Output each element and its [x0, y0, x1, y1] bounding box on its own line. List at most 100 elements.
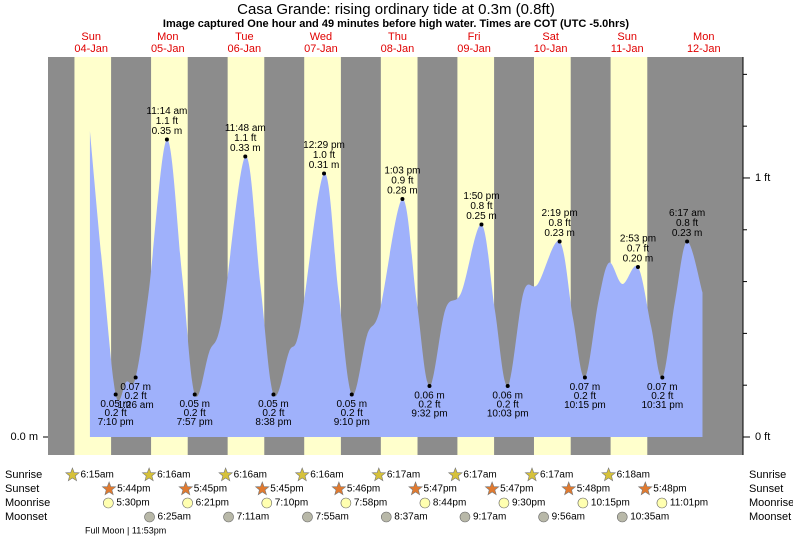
day-date: 04-Jan: [74, 43, 108, 55]
moonrise-icon: [340, 497, 352, 509]
moonset-time: 9:17am: [473, 512, 506, 523]
extreme-dot: [271, 392, 276, 397]
extreme-dot: [685, 239, 690, 244]
tide-area: [89, 130, 703, 438]
moonset-time: 7:55am: [315, 512, 348, 523]
moonrise-icon: [577, 497, 589, 509]
moonset-icon: [616, 511, 628, 523]
extreme-label: 6:17 am: [669, 208, 705, 219]
day-name: Fri: [468, 31, 481, 43]
day-name: Wed: [310, 31, 332, 43]
extreme-label: 0.8 ft: [470, 201, 492, 212]
extreme-label: 10:31 pm: [641, 400, 683, 411]
extreme-label: 7:10 pm: [98, 417, 134, 428]
sunrise-icon: [447, 467, 463, 482]
extreme-label: 0.20 m: [623, 254, 654, 265]
extreme-label: 1.1 ft: [234, 133, 256, 144]
day-name: Sun: [617, 31, 637, 43]
extreme-label: 0.8 ft: [548, 218, 570, 229]
moonrise-time: 6:21pm: [196, 498, 229, 509]
extreme-label: 0.7 ft: [627, 244, 649, 255]
sunrise-time: 6:17am: [387, 470, 420, 481]
row-label: Moonrise: [749, 497, 793, 509]
sunrise-time: 6:15am: [80, 470, 113, 481]
sunset-time: 5:47pm: [500, 484, 533, 495]
sunset-time: 5:47pm: [424, 484, 457, 495]
extreme-label: 0.2 ft: [651, 391, 673, 402]
extreme-label: 0.8 ft: [676, 218, 698, 229]
extreme-label: 2:19 pm: [542, 208, 578, 219]
sunrise-icon: [141, 467, 157, 482]
extreme-label: 0.2 ft: [125, 391, 147, 402]
sunrise-time: 6:17am: [463, 470, 496, 481]
sunset-icon: [331, 481, 347, 496]
moonset-icon: [144, 511, 155, 523]
day-date: 12-Jan: [687, 43, 721, 55]
extreme-label: 0.2 ft: [574, 391, 596, 402]
moonset-icon: [302, 511, 313, 523]
moonrise-icon: [656, 497, 668, 509]
extreme-label: 0.31 m: [309, 160, 340, 171]
day-name: Mon: [157, 31, 178, 43]
moonset-time: 6:25am: [158, 512, 191, 523]
extreme-label: 10:03 pm: [487, 409, 529, 420]
sunrise-icon: [601, 467, 617, 482]
extreme-label: 0.05 m: [179, 399, 210, 410]
extreme-label: 2:53 pm: [620, 234, 656, 245]
row-label: Sunrise: [749, 469, 786, 481]
moonset-time: 8:37am: [394, 512, 427, 523]
extreme-label: 0.2 ft: [497, 400, 519, 411]
row-label: Sunset: [749, 483, 783, 495]
sunset-time: 5:45pm: [194, 484, 227, 495]
sunset-time: 5:48pm: [653, 484, 686, 495]
extreme-label: 8:38 pm: [255, 417, 291, 428]
moonrise-time: 10:15pm: [591, 498, 630, 509]
extreme-dot: [557, 239, 562, 244]
sunrise-time: 6:16am: [157, 470, 190, 481]
row-label: Sunset: [5, 483, 39, 495]
day-date: 11-Jan: [611, 43, 644, 55]
row-label: Moonrise: [5, 497, 50, 509]
extreme-label: 0.07 m: [120, 382, 151, 393]
sunrise-icon: [64, 467, 80, 482]
day-date: 10-Jan: [534, 43, 568, 55]
extreme-label: 0.23 m: [544, 228, 575, 239]
sunrise-icon: [371, 467, 387, 482]
extreme-dot: [322, 171, 327, 176]
extreme-label: 0.23 m: [672, 228, 703, 239]
chart-title: Casa Grande: rising ordinary tide at 0.3…: [237, 1, 555, 18]
row-label: Moonset: [5, 511, 47, 523]
extreme-label: 11:14 am: [146, 106, 187, 117]
extreme-label: 0.25 m: [466, 211, 497, 222]
extreme-label: 7:57 pm: [177, 417, 213, 428]
extreme-dot: [479, 222, 484, 227]
extreme-label: 1:50 pm: [463, 191, 499, 202]
sunset-icon: [254, 481, 270, 496]
moonset-icon: [459, 511, 471, 523]
sunset-icon: [637, 481, 653, 496]
sunrise-time: 6:16am: [310, 470, 343, 481]
sunrise-time: 6:18am: [617, 470, 650, 481]
extreme-label: 1.0 ft: [313, 150, 335, 161]
extreme-label: 0.2 ft: [418, 400, 440, 411]
extreme-dot: [192, 392, 197, 397]
extreme-label: 10:15 pm: [564, 400, 606, 411]
chart-subtitle: Image captured One hour and 49 minutes b…: [163, 18, 630, 30]
extreme-label: 9:32 pm: [411, 409, 447, 420]
extreme-dot: [113, 392, 118, 397]
sunset-icon: [178, 481, 194, 496]
extreme-label: 0.9 ft: [391, 176, 413, 187]
sunrise-icon: [218, 467, 234, 482]
extreme-label: 0.33 m: [230, 143, 261, 154]
extreme-dot: [660, 375, 665, 380]
y2-tick-label: 0 ft: [755, 431, 770, 443]
extreme-label: 0.05 m: [336, 399, 367, 410]
moonrise-icon: [103, 497, 114, 509]
sunset-time: 5:48pm: [577, 484, 610, 495]
extreme-label: 0.06 m: [492, 391, 523, 402]
row-label: Moonset: [749, 511, 791, 523]
extreme-dot: [349, 392, 354, 397]
moon-phase: Full Moon | 11:53pm: [85, 525, 166, 535]
extreme-label: 12:29 pm: [303, 140, 345, 151]
